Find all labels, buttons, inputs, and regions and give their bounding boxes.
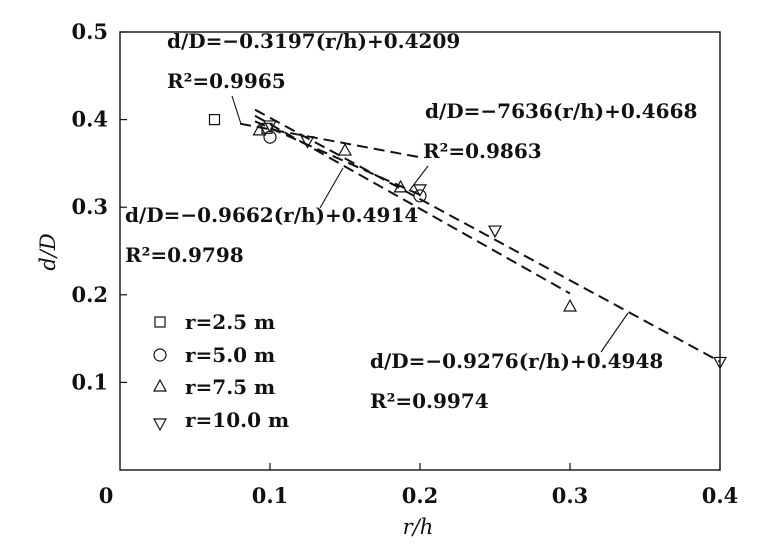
fit-line-3 [254, 114, 571, 295]
fit-equation-4: d/D=−0.9276(r/h)+0.4948 [370, 349, 663, 373]
fit-r2-3: R²=0.9798 [125, 243, 244, 267]
data-point-triangle-down [487, 225, 503, 239]
x-tick-label: 0.1 [252, 483, 289, 508]
fit-equation-1: d/D=−0.3197(r/h)+0.4209 [167, 29, 460, 53]
data-markers [208, 113, 728, 370]
fit-r2-2: R²=0.9863 [423, 139, 542, 163]
data-point-triangle-down [300, 136, 315, 149]
legend-marker-triangle-down [152, 418, 168, 432]
x-tick-label: 0.4 [702, 483, 739, 508]
data-point-triangle-down [412, 184, 428, 197]
data-point-triangle-up [562, 298, 578, 312]
data-point-square [208, 113, 221, 126]
leader-fit-4 [600, 312, 629, 353]
x-axis-label: r/h [403, 515, 434, 539]
legend-label-2: r=5.0 m [185, 343, 275, 367]
fit-line-2 [254, 120, 421, 196]
y-axis-label: d/D [36, 233, 60, 271]
legend-marker-square [154, 316, 166, 328]
x-tick-label: 0 [99, 483, 114, 508]
leader-fit-3 [319, 167, 344, 209]
legend-label-1: r=2.5 m [185, 310, 275, 334]
fit-r2-4: R²=0.9974 [370, 389, 489, 413]
data-point-triangle-down [262, 120, 278, 133]
y-tick-label: 0.5 [71, 19, 108, 44]
annotation-leaders [231, 95, 629, 353]
x-tick-label: 0.2 [402, 483, 439, 508]
legend-label-4: r=10.0 m [185, 408, 289, 432]
fit-line-4 [254, 108, 721, 363]
data-point-triangle-up [337, 143, 353, 156]
legend: r=2.5 m r=5.0 m r=7.5 m r=10.0 m [152, 310, 289, 432]
y-tick-label: 0.2 [71, 282, 108, 307]
legend-marker-circle [153, 348, 167, 362]
data-point-circle [413, 189, 427, 203]
data-point-triangle-up [252, 122, 267, 136]
data-point-triangle-down [712, 356, 728, 370]
fit-equation-2: d/D=−7636(r/h)+0.4668 [425, 99, 697, 123]
y-tick-label: 0.3 [71, 194, 108, 219]
legend-label-3: r=7.5 m [185, 375, 275, 399]
y-tick-label: 0.1 [71, 369, 108, 394]
leader-fit-1 [231, 95, 242, 125]
leader-fit-2 [408, 165, 429, 192]
y-tick-label: 0.4 [71, 107, 108, 132]
fit-equation-3: d/D=−0.9662(r/h)+0.4914 [125, 203, 418, 227]
fit-r2-1: R²=0.9965 [167, 69, 286, 93]
legend-marker-triangle-up [152, 378, 168, 392]
x-tick-label: 0.3 [552, 483, 589, 508]
data-point-triangle-up [393, 179, 408, 193]
fit-lines [239, 108, 721, 363]
axis-ticks: 0 0.1 0.2 0.3 0.4 0.1 0.2 0.3 0.4 0.5 [71, 19, 738, 508]
fit-line-1 [239, 122, 421, 159]
